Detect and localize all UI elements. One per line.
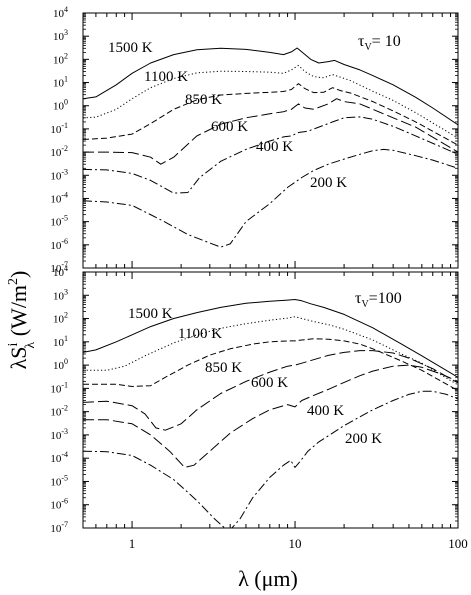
- series-line-400-k: [83, 364, 458, 468]
- series-label-400-k: 400 K: [307, 403, 344, 419]
- series-label-600-k: 600 K: [251, 375, 288, 391]
- series-label-200-k: 200 K: [310, 175, 347, 191]
- series-line-200-k: [83, 390, 458, 528]
- series-line-400-k: [83, 116, 458, 194]
- y-ticks: 10-7 10-6 10-5 10-4 10-3 10-2 10-1 100 101 102 103…: [50, 264, 458, 535]
- series-line-1100-k: [83, 316, 458, 386]
- y-tick-label: 10-2: [50, 404, 68, 419]
- y-tick-label: 104: [53, 5, 68, 20]
- y-tick-label: 10-3: [50, 427, 68, 442]
- y-tick-label: 104: [53, 264, 68, 279]
- x-tick-labels: 1 10 100: [129, 536, 468, 551]
- y-tick-label: 10-1: [50, 380, 68, 395]
- y-tick-label: 10-3: [50, 167, 68, 182]
- y-ticks: 10-7 10-6 10-5 10-4 10-3 10-2 10-1 100 101 102 103…: [50, 5, 458, 275]
- series-label-1100-k: 1100 K: [144, 69, 188, 85]
- plot-frame: [82, 271, 459, 529]
- y-tick-label: 10-6: [50, 497, 68, 512]
- y-tick-label: 10-5: [50, 473, 68, 488]
- y-tick-label: 103: [53, 28, 68, 43]
- series-label-1100-k: 1100 K: [178, 326, 222, 342]
- y-tick-label: 10-1: [50, 121, 68, 136]
- tau-annotation: τV=100: [355, 290, 402, 310]
- series-line-1500-k: [83, 47, 458, 126]
- y-tick-label: 10-5: [50, 214, 68, 229]
- series-line-1100-k: [83, 64, 458, 139]
- x-ticks: [82, 13, 459, 268]
- y-tick-label: 101: [53, 75, 68, 90]
- x-axis-label: λ (μm): [238, 566, 298, 591]
- y-tick-label: 101: [53, 334, 68, 349]
- series-line-200-k: [83, 148, 458, 248]
- tau-annotation: τV= 10: [358, 33, 401, 53]
- y-tick-label: 102: [53, 311, 68, 326]
- series-label-600-k: 600 K: [211, 119, 248, 135]
- y-tick-label: 103: [53, 287, 68, 302]
- y-axis-label: λSi λ (W/m2): [6, 271, 38, 370]
- x-tick-label: 10: [289, 536, 302, 551]
- x-tick-label: 100: [448, 536, 468, 551]
- x-ticks: [82, 272, 459, 528]
- x-tick-label: 1: [129, 536, 136, 551]
- series-label-850-k: 850 K: [205, 360, 242, 376]
- series-line-600-k: [83, 98, 458, 165]
- series-label-850-k: 850 K: [185, 92, 222, 108]
- series-label-400-k: 400 K: [256, 139, 293, 155]
- y-tick-label: 10-6: [50, 237, 68, 252]
- series-label-1500-k: 1500 K: [128, 306, 173, 322]
- y-tick-label: 100: [53, 98, 68, 113]
- y-tick-label: 10-4: [50, 450, 68, 465]
- bottom-panel: 10-710-610-510-410-310-210-1100101102103…: [50, 264, 467, 551]
- series-line-850-k: [83, 83, 458, 146]
- y-tick-label: 10-4: [50, 190, 68, 205]
- plot-frame: [82, 12, 459, 269]
- y-tick-label: 10-7: [50, 520, 68, 535]
- series-line-1500-k: [83, 299, 458, 378]
- y-tick-label: 100: [53, 357, 68, 372]
- top-panel: 10-7 10-6 10-5 10-4 10-3 10-2 10-1 100 101 102 103…: [50, 5, 459, 275]
- series-label-200-k: 200 K: [345, 431, 382, 447]
- y-tick-label: 10-7: [50, 260, 68, 275]
- y-tick-label: 102: [53, 51, 68, 66]
- y-tick-label: 10-2: [50, 144, 68, 159]
- series-line-600-k: [83, 350, 458, 431]
- series-line-850-k: [83, 338, 458, 392]
- series-label-1500-k: 1500 K: [108, 40, 153, 56]
